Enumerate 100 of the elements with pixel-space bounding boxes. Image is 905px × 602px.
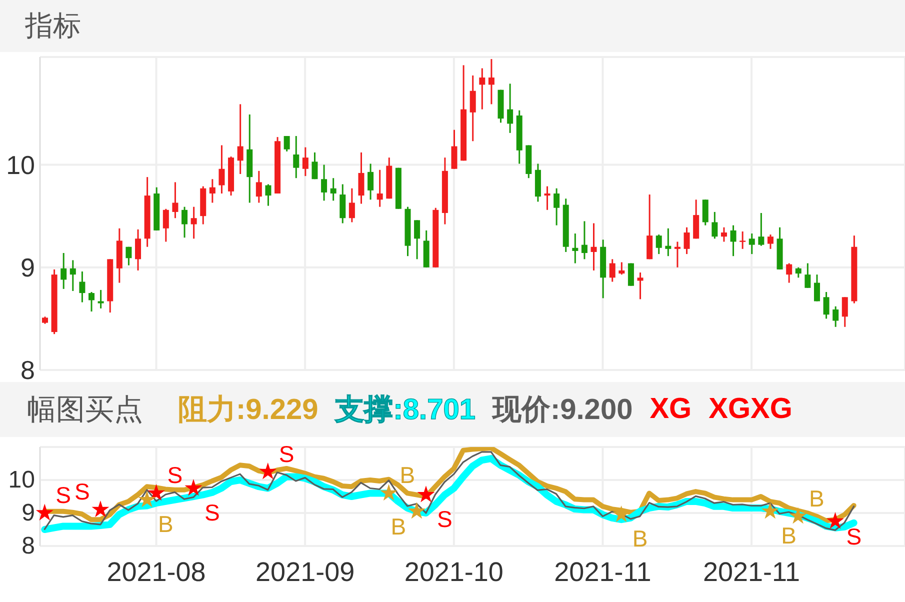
candlestick	[98, 289, 104, 310]
candlestick	[637, 272, 644, 300]
candlestick	[581, 220, 588, 260]
point	[380, 484, 398, 501]
candlestick	[376, 169, 383, 208]
candlestick	[182, 206, 188, 238]
candlestick	[218, 144, 225, 194]
candlestick	[590, 222, 597, 272]
y-tick-label: 8	[22, 532, 35, 560]
candlestick	[609, 258, 616, 282]
candlestick	[842, 296, 848, 328]
data-label: B	[400, 462, 416, 488]
candlestick	[720, 226, 727, 242]
point	[259, 462, 277, 480]
data-label: S	[74, 478, 90, 505]
candlestick	[237, 103, 244, 175]
point	[184, 479, 202, 496]
y-tick-label: 10	[6, 150, 35, 180]
candlestick	[748, 232, 755, 255]
candlestick	[488, 58, 494, 105]
candlestick	[348, 188, 355, 223]
candlestick	[795, 266, 802, 278]
candlestick	[702, 198, 708, 226]
candlestick	[79, 270, 86, 304]
candlestick	[330, 177, 336, 202]
candlestick	[265, 184, 272, 207]
point	[138, 490, 156, 508]
candlestick	[823, 291, 830, 320]
candlestick	[340, 184, 346, 224]
series-label: 支撑:8.701	[335, 392, 476, 428]
y-tick-label: 9	[20, 252, 35, 282]
point	[36, 504, 54, 520]
x-tick-label: 2021-11	[702, 557, 800, 587]
y-tick-label: 8	[20, 355, 35, 385]
x-tick-label: 2021-08	[106, 557, 206, 587]
text: XGXG	[708, 393, 792, 426]
candlestick	[674, 240, 680, 268]
candlestick	[767, 234, 774, 250]
data-label: B	[781, 522, 796, 548]
candlestick	[814, 274, 820, 302]
candlestick	[507, 82, 514, 134]
candlestick	[358, 152, 364, 204]
data-label: S	[846, 523, 862, 550]
data-label: S	[436, 506, 452, 532]
data-label: S	[167, 462, 183, 488]
data-label: S	[56, 482, 71, 508]
candlestick	[70, 259, 76, 292]
point	[761, 502, 779, 519]
y-tick-label: 10	[8, 466, 35, 494]
candlestick	[256, 170, 262, 204]
candlestick	[312, 152, 318, 180]
point	[92, 500, 110, 518]
candlestick	[693, 198, 700, 240]
data-label: S	[278, 440, 294, 467]
candlestick	[162, 208, 169, 242]
candlestick	[712, 211, 718, 240]
point	[408, 502, 426, 519]
candlestick	[209, 178, 216, 204]
candlestick	[302, 146, 308, 177]
text: XG	[650, 393, 692, 426]
candlestick	[786, 262, 792, 284]
y-tick-label: 9	[22, 500, 35, 526]
candlestick	[572, 232, 578, 264]
candlestick	[628, 262, 634, 287]
candlestick	[758, 212, 764, 247]
point	[148, 484, 166, 501]
x-tick-label: 2021-09	[256, 557, 355, 587]
x-tick-label: 2021-11	[554, 557, 652, 587]
candlestick	[321, 164, 328, 202]
candlestick	[554, 188, 560, 226]
candlestick	[368, 162, 374, 200]
candlestick	[126, 246, 132, 266]
candlestick	[293, 135, 300, 179]
candlestick	[684, 226, 690, 255]
chart-title: 幅图买点	[27, 392, 143, 428]
candlestick	[172, 181, 178, 219]
candlestick	[832, 306, 839, 328]
point	[826, 512, 844, 529]
candlestick	[544, 186, 550, 211]
x-tick-label: 2021-10	[404, 557, 504, 587]
candlestick	[804, 262, 811, 289]
series-label: 现价:9.200	[492, 392, 633, 428]
candlestick	[646, 194, 653, 260]
candlestick	[730, 224, 736, 257]
candlestick	[665, 228, 672, 257]
chart-title: 指标	[25, 9, 81, 43]
point	[417, 486, 435, 502]
candlestick	[656, 234, 662, 255]
series-label: 阻力:9.229	[178, 392, 318, 428]
candlestick	[479, 68, 486, 110]
candlestick	[740, 230, 746, 250]
data-label: B	[809, 485, 824, 512]
candlestick	[190, 206, 197, 240]
candlestick	[135, 228, 142, 272]
candlestick	[284, 135, 290, 152]
candlestick	[414, 219, 420, 260]
point	[789, 507, 807, 524]
data-label: B	[158, 510, 174, 537]
candlestick	[618, 261, 625, 276]
data-label: S	[204, 499, 220, 526]
